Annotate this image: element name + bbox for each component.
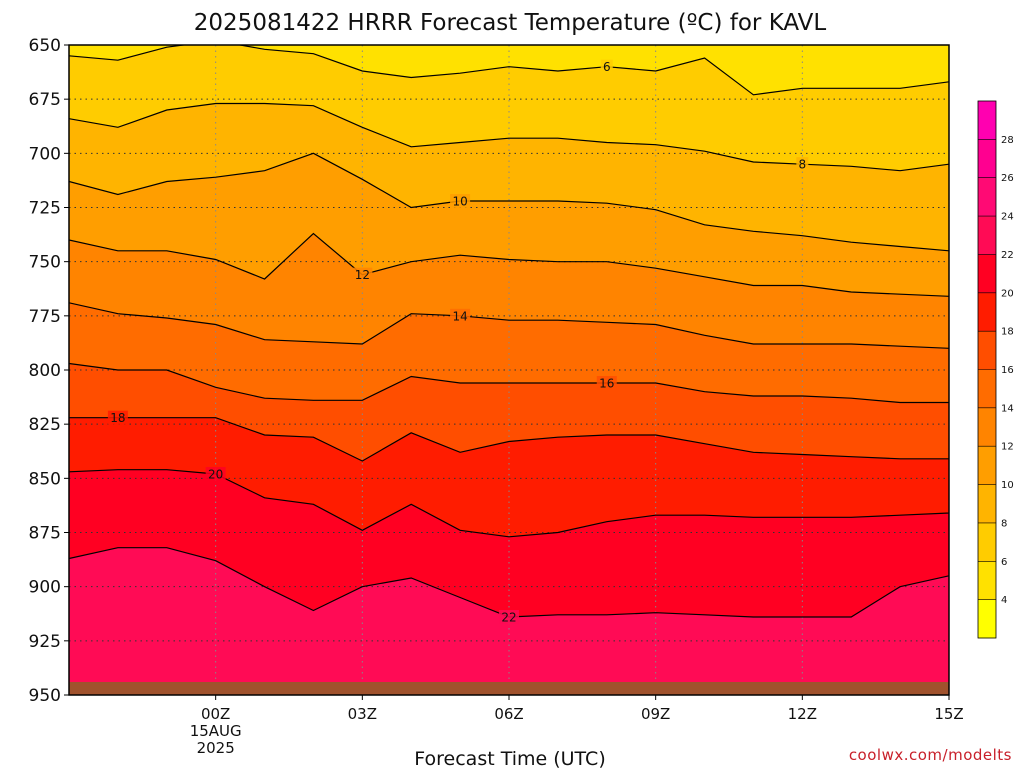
isotherm-label-text-18: 18 <box>110 411 125 425</box>
isotherm-10 <box>69 152 949 252</box>
isotherm-label-bg-18 <box>107 410 128 425</box>
colorbar-tick-label-28: 28 <box>1001 135 1014 146</box>
x-tick-label-00Z: 00Z <box>201 705 230 723</box>
credit-text[interactable]: coolwx.com/modelts <box>849 746 1012 764</box>
colorbar-tick-label-14: 14 <box>1001 403 1014 414</box>
y-tick-label-850: 850 <box>29 469 61 489</box>
colorbar-tick-label-8: 8 <box>1001 518 1007 529</box>
isotherm-label-20: 20 <box>205 467 226 482</box>
x-axis-label: Forecast Time (UTC) <box>414 748 605 768</box>
colorbar-swatch-14 <box>978 369 996 409</box>
isotherm-label-text-20: 20 <box>208 468 223 482</box>
isotherm-label-8: 8 <box>796 157 809 172</box>
colorbar-tick-label-20: 20 <box>1001 288 1014 299</box>
isotherm-label-16: 16 <box>596 376 617 391</box>
isotherm-label-bg-10 <box>450 194 471 208</box>
colorbar-swatch-4 <box>978 561 996 601</box>
y-tick-label-700: 700 <box>29 144 61 164</box>
isotherm-label-6: 6 <box>600 59 613 74</box>
y-tick-label-900: 900 <box>29 578 61 598</box>
isotherm-label-14: 14 <box>450 308 471 323</box>
isotherm-label-bg-14 <box>450 308 471 323</box>
colorbar-swatch-26 <box>978 139 996 179</box>
isotherm-label-text-6: 6 <box>603 60 611 74</box>
y-tick-label-775: 775 <box>29 307 61 327</box>
colorbar-tick-label-24: 24 <box>1001 212 1014 223</box>
x-tick-label-12Z: 12Z <box>788 705 817 723</box>
colorbar-swatch-28 <box>978 101 996 140</box>
isotherm-label-18: 18 <box>107 410 128 425</box>
chart-title: 2025081422 HRRR Forecast Temperature (ºC… <box>194 10 827 36</box>
x-tick-label-06Z: 06Z <box>494 705 523 723</box>
isotherm-label-bg-20 <box>205 467 226 481</box>
colorbar-swatch-12 <box>978 407 996 447</box>
y-tick-label-675: 675 <box>29 90 61 110</box>
x-tick-year-label: 2025 <box>197 739 235 757</box>
isotherm-label-bg-8 <box>796 157 809 172</box>
y-tick-label-750: 750 <box>29 253 61 273</box>
colorbar-tick-label-18: 18 <box>1001 327 1014 338</box>
isotherm-12 <box>69 232 949 297</box>
x-tick-label-15Z: 15Z <box>934 705 963 723</box>
x-tick-date-label: 15AUG <box>190 722 242 740</box>
y-tick-label-650: 650 <box>29 36 61 56</box>
colorbar-tick-label-12: 12 <box>1001 442 1014 453</box>
colorbar-swatch-2 <box>978 599 996 639</box>
colorbar-swatch-20 <box>978 254 996 294</box>
colorbar-tick-label-16: 16 <box>1001 365 1014 376</box>
isotherm-14 <box>69 302 949 349</box>
colorbar-swatch-24 <box>978 177 996 217</box>
y-tick-label-925: 925 <box>29 632 61 652</box>
colorbar-swatch-16 <box>978 331 996 370</box>
isotherm-label-text-14: 14 <box>452 309 467 323</box>
y-tick-label-950: 950 <box>29 686 61 706</box>
isotherm-8 <box>69 102 949 172</box>
x-tick-label-09Z: 09Z <box>641 705 670 723</box>
axes: 650 675 700 725 750 775 800 825 850 875 900 925 950 0… <box>29 36 964 757</box>
isotherm-label-text-22: 22 <box>501 611 516 625</box>
colorbar-tick-label-26: 26 <box>1001 173 1014 184</box>
y-tick-label-725: 725 <box>29 199 61 219</box>
isotherm-label-text-16: 16 <box>599 377 614 391</box>
colorbar-swatch-10 <box>978 446 996 485</box>
isotherm-label-12: 12 <box>352 267 373 282</box>
isotherm-6 <box>69 45 949 96</box>
isotherm-label-bg-16 <box>596 376 617 390</box>
isotherm-18 <box>69 417 949 462</box>
x-tick-label-03Z: 03Z <box>348 705 377 723</box>
isotherm-label-text-8: 8 <box>799 158 807 172</box>
isotherm-label-text-10: 10 <box>452 195 467 209</box>
isotherm-22 <box>69 547 949 618</box>
colorbar-tick-label-10: 10 <box>1001 480 1014 491</box>
colorbar-swatch-6 <box>978 522 996 562</box>
colorbar: 4 6 8 10 12 14 16 18 20 22 24 26 28 <box>977 100 1014 639</box>
ground-strip <box>69 682 949 695</box>
y-tick-label-875: 875 <box>29 524 61 544</box>
colorbar-swatch-22 <box>978 216 996 255</box>
isotherm-label-bg-12 <box>352 267 373 282</box>
isotherm-16 <box>69 362 949 404</box>
colorbar-swatch-18 <box>978 292 996 332</box>
colorbar-tick-label-22: 22 <box>1001 250 1014 261</box>
isotherm-label-22: 22 <box>499 610 519 625</box>
colorbar-tick-label-6: 6 <box>1001 557 1007 568</box>
isotherm-label-10: 10 <box>450 194 471 209</box>
y-tick-label-825: 825 <box>29 415 61 435</box>
y-tick-label-800: 800 <box>29 361 61 381</box>
colorbar-tick-label-4: 4 <box>1001 595 1007 606</box>
isotherm-label-bg-22 <box>499 610 519 624</box>
plot-area: 6 8 10 12 14 16 18 20 22 <box>69 45 949 695</box>
colorbar-swatch-8 <box>978 484 996 524</box>
isotherm-label-text-12: 12 <box>355 268 370 282</box>
isotherm-label-bg-6 <box>600 59 613 74</box>
